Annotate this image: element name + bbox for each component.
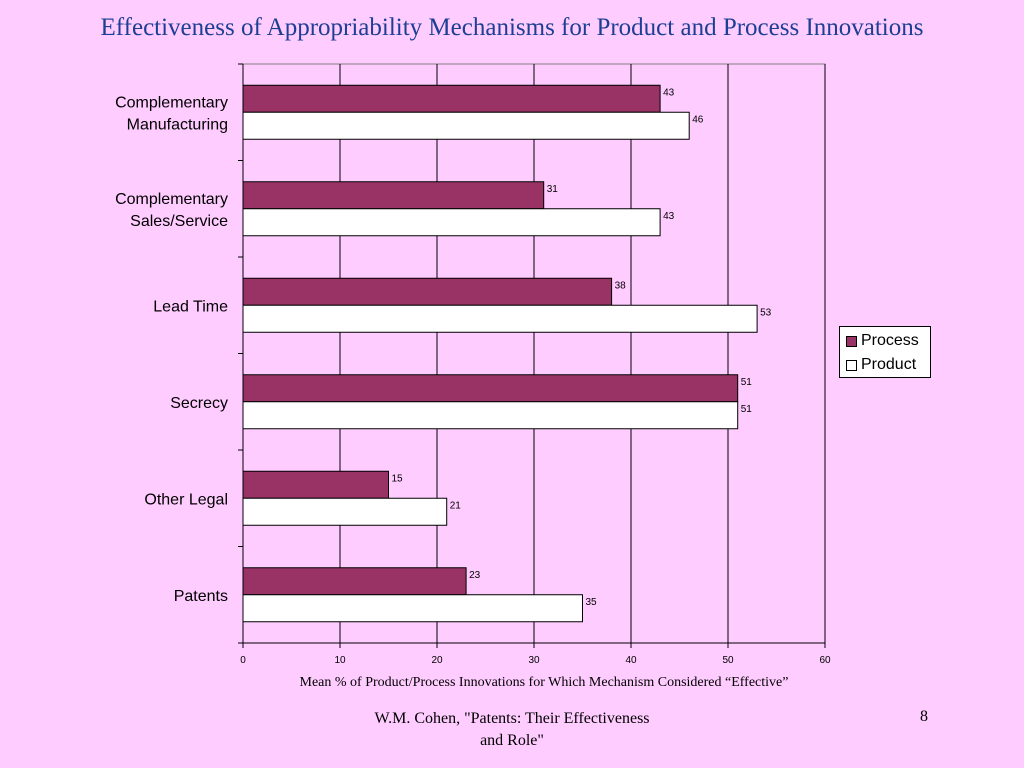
chart-legend: Process Product [839, 326, 931, 378]
category-label: Secrecy [170, 395, 228, 412]
category-label: Lead Time [153, 298, 228, 315]
footer-source: W.M. Cohen, "Patents: Their Effectivenes… [374, 710, 650, 749]
x-tick-label: 50 [722, 655, 734, 666]
slide-title: Effectiveness of Appropriability Mechani… [100, 14, 924, 41]
bar-process [242, 470, 389, 499]
data-label: 23 [469, 570, 481, 581]
page-number: 8 [920, 708, 928, 725]
data-label: 51 [741, 377, 753, 388]
category-label: Manufacturing [127, 116, 228, 133]
bar-process [242, 277, 613, 306]
bar-process [242, 567, 467, 596]
category-label: Complementary [115, 94, 228, 111]
data-label: 31 [547, 184, 559, 195]
bar-product [242, 304, 758, 333]
x-tick-label: 40 [625, 655, 637, 666]
data-label: 38 [615, 280, 627, 291]
data-label: 35 [586, 597, 598, 608]
bar-process [242, 374, 739, 403]
bar-process [242, 181, 545, 210]
data-label: 43 [663, 87, 675, 98]
legend-label-product: Product [861, 356, 917, 373]
legend-swatch-process [846, 335, 857, 347]
bar-chart: 0 10 20 30 40 50 60 43 46 Complementary Manufactur… [115, 63, 831, 690]
legend-label-process: Process [861, 332, 919, 349]
category-label: Other Legal [144, 491, 228, 508]
category-label: Sales/Service [130, 213, 228, 230]
x-tick-label: 30 [528, 655, 540, 666]
legend-item-product: Product [846, 353, 930, 377]
category-label: Patents [174, 588, 228, 605]
data-label: 46 [692, 114, 704, 125]
legend-swatch-product [846, 359, 857, 371]
x-tick-label: 10 [334, 655, 346, 666]
bar-product [242, 497, 448, 526]
data-label: 15 [392, 473, 404, 484]
x-tick-label: 20 [431, 655, 443, 666]
data-label: 53 [760, 307, 772, 318]
data-label: 21 [450, 500, 462, 511]
bar-product [242, 594, 583, 623]
data-label: 51 [741, 404, 753, 415]
x-tick-label: 60 [819, 655, 831, 666]
data-label: 43 [663, 211, 675, 222]
legend-item-process: Process [846, 329, 930, 353]
bar-product [242, 401, 739, 430]
bar-product [242, 208, 661, 237]
bar-product [242, 111, 690, 140]
x-axis-title: Mean % of Product/Process Innovations fo… [300, 675, 789, 690]
x-tick-label: 0 [240, 655, 246, 666]
bar-process [242, 84, 661, 113]
category-label: Complementary [115, 191, 228, 208]
